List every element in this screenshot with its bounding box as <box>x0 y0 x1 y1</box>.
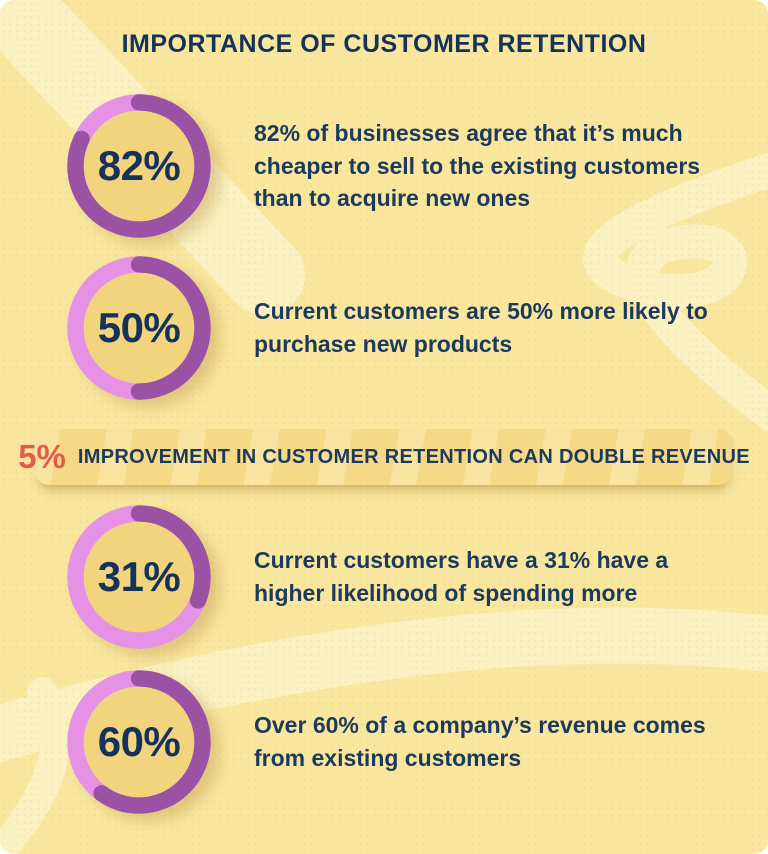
percent-label-60: 60% <box>97 718 181 765</box>
stat-row-82: 82% 82% of businesses agree that it’s mu… <box>0 89 768 243</box>
donut-chart-50: 50% <box>62 251 216 405</box>
donut-chart-82: 82% <box>62 89 216 243</box>
banner-percent-highlight: 5% <box>18 438 66 475</box>
donut-chart-60: 60% <box>62 665 216 819</box>
percent-label-50: 50% <box>97 304 181 351</box>
stat-row-31: 31% Current customers have a 31% have a … <box>0 500 768 654</box>
infographic-content: IMPORTANCE OF CUSTOMER RETENTION 82% 82%… <box>0 30 768 819</box>
highlight-banner: 5% IMPROVEMENT IN CUSTOMER RETENTION CAN… <box>18 429 750 485</box>
stat-row-60: 60% Over 60% of a company’s revenue come… <box>0 665 768 819</box>
stat-text-50: Current customers are 50% more likely to… <box>254 298 708 357</box>
banner-text: IMPROVEMENT IN CUSTOMER RETENTION CAN DO… <box>77 445 750 468</box>
donut-chart-31: 31% <box>62 500 216 654</box>
page-title: IMPORTANCE OF CUSTOMER RETENTION <box>121 30 647 58</box>
stat-row-50: 50% Current customers are 50% more likel… <box>0 251 768 405</box>
stat-text-82: 82% of businesses agree that it’s much c… <box>254 120 701 212</box>
percent-label-82: 82% <box>97 142 181 189</box>
stat-text-31: Current customers have a 31% have a high… <box>254 547 669 606</box>
stat-text-60: Over 60% of a company’s revenue comes fr… <box>254 712 706 771</box>
percent-label-31: 31% <box>97 553 181 600</box>
